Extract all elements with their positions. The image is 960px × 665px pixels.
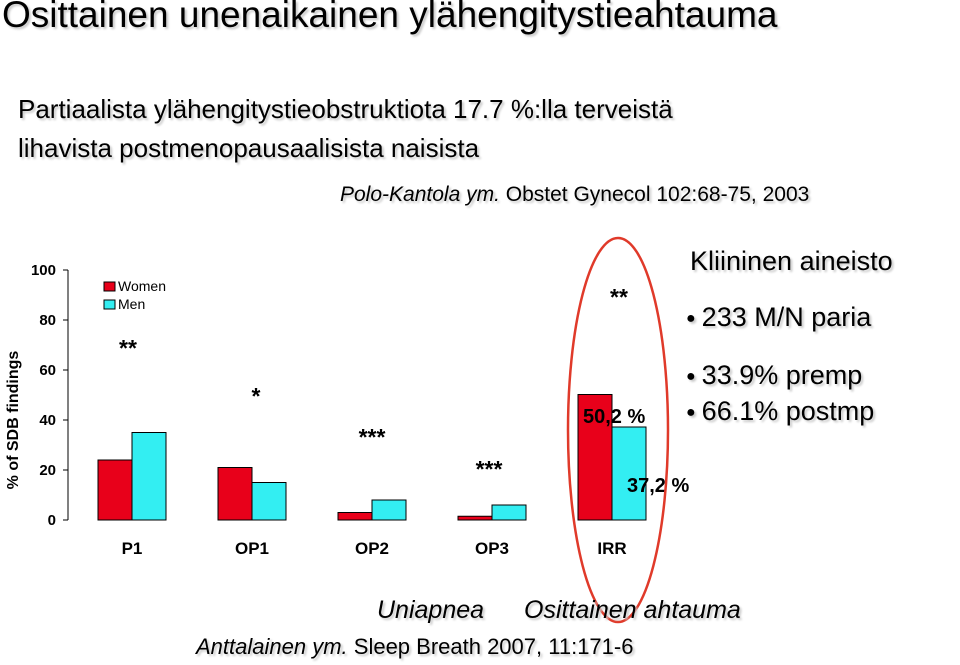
x-tick-label: P1: [122, 539, 143, 558]
legend-label-men: Men: [118, 296, 145, 312]
y-tick-label: 80: [39, 312, 56, 329]
legend-swatch-women: [103, 281, 116, 292]
bar-women-irr: [577, 394, 613, 521]
page-title: Osittainen unenaikainen ylähengitystieah…: [2, 0, 778, 35]
significance-marker: ***: [359, 424, 386, 450]
y-tick-label: 20: [39, 462, 56, 479]
info-item-2: ● 33.9% premp: [686, 360, 862, 391]
citation-bottom: Anttalainen ym. Sleep Breath 2007, 11:17…: [196, 634, 633, 660]
bar-men-op3: [491, 504, 527, 521]
significance-marker: *: [252, 383, 261, 409]
citation-bottom-authors: Anttalainen ym.: [196, 634, 348, 659]
x-tick-label: IRR: [597, 539, 626, 558]
significance-marker: ***: [476, 456, 503, 482]
chart-bars: [97, 394, 647, 521]
y-tick-label: 0: [48, 512, 56, 529]
subtitle-line-1: Partiaalista ylähengitystieobstruktiota …: [18, 94, 673, 124]
bullet-icon: ●: [686, 367, 696, 385]
info-item-1-text: 233 M/N paria: [701, 302, 872, 332]
bar-men-irr: [611, 426, 647, 521]
data-label-women-irr: 50,2 %: [583, 406, 645, 428]
chart-axes: 0 20 40 60 80 100: [31, 262, 69, 529]
legend-label-women: Women: [118, 278, 166, 294]
data-label-men-irr: 37,2 %: [627, 475, 689, 497]
info-item-3: ● 66.1% postmp: [686, 396, 874, 427]
highlight-ellipse: [566, 236, 670, 624]
info-item-1: ● 233 M/N paria: [686, 302, 871, 333]
significance-marker: **: [119, 335, 137, 361]
bar-women-p1: [97, 459, 133, 521]
y-axis-title: % of SDB findings: [5, 351, 22, 490]
bar-women-op2: [337, 512, 373, 521]
bar-men-op2: [371, 499, 407, 521]
x-tick-label: OP2: [355, 539, 389, 558]
bar-women-op1: [217, 467, 253, 521]
significance-marker: **: [610, 284, 628, 310]
y-tick-label: 40: [39, 412, 56, 429]
y-tick-label: 60: [39, 362, 56, 379]
bar-women-op3: [457, 515, 493, 521]
info-item-2-text: 33.9% premp: [701, 360, 863, 390]
citation-top-source: Obstet Gynecol 102:68-75, 2003: [505, 183, 810, 206]
chart-labels: P1 OP1 OP2 OP3 IRR***********50,2 %37,2 %: [119, 284, 689, 558]
subtitle-line-2: lihavista postmenopausaalisista naisista: [18, 133, 480, 163]
legend-swatch-men: [103, 299, 116, 310]
y-tick-label: 100: [31, 262, 56, 279]
citation-top-authors: Polo-Kantola ym.: [340, 183, 500, 206]
chart-legend: Women Men: [103, 278, 166, 312]
caption-osittainen: Osittainen ahtauma: [524, 596, 741, 624]
info-item-3-text: 66.1% postmp: [701, 396, 875, 426]
x-tick-label: OP1: [235, 539, 269, 558]
citation-top: Polo-Kantola ym. Obstet Gynecol 102:68-7…: [340, 183, 809, 207]
bullet-icon: ●: [686, 309, 696, 327]
bar-men-p1: [131, 432, 167, 521]
bar-men-op1: [251, 482, 287, 521]
bullet-icon: ●: [686, 403, 696, 421]
caption-uniapnea: Uniapnea: [377, 596, 485, 624]
citation-bottom-source: Sleep Breath 2007, 11:171-6: [353, 634, 634, 659]
y-axis-title-group: % of SDB findings: [5, 351, 22, 490]
x-tick-label: OP3: [475, 539, 509, 558]
info-title: Kliininen aineisto: [690, 246, 893, 276]
